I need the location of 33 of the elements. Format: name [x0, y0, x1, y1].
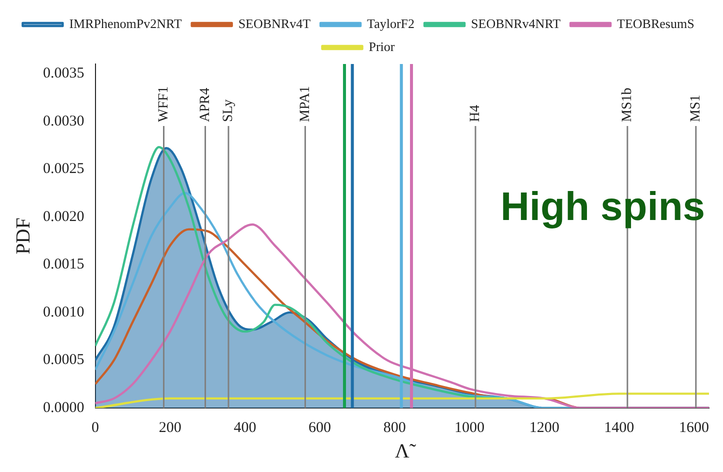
y-tick-label: 0.0025 [43, 161, 84, 178]
x-tick-label: 200 [158, 420, 182, 436]
ref-line-label: MS1 [688, 94, 704, 122]
x-tick-label: 1600 [679, 420, 710, 436]
legend-label: SEOBNRv4NRT [471, 16, 561, 31]
y-tick-label: 0.0020 [43, 208, 84, 225]
legend-label: TEOBResumS [617, 16, 694, 31]
y-tick-label: 0.0005 [43, 352, 84, 368]
x-tick-label: 1200 [529, 420, 560, 436]
y-tick-label: 0.0000 [43, 400, 84, 416]
y-axis-title: PDF [12, 218, 34, 254]
y-tick-label: 0.0010 [43, 304, 84, 320]
legend-label: IMRPhenomPv2NRT [69, 16, 182, 31]
legend-label: TaylorF2 [367, 16, 415, 31]
ref-line-label: SLy [221, 99, 236, 122]
ref-line-label: MPA1 [298, 86, 313, 122]
legend-label: SEOBNRv4T [238, 16, 311, 31]
y-tick-label: 0.0030 [43, 113, 84, 130]
x-tick-label: 800 [383, 420, 406, 436]
ref-line-label: MS1b [620, 88, 636, 122]
x-tick-label: 600 [308, 420, 332, 436]
y-tick-label: 0.0035 [43, 65, 84, 82]
y-tick-label: 0.0015 [43, 256, 84, 273]
annotation: High spins [500, 185, 705, 230]
ref-line-label: WFF1 [156, 86, 172, 122]
x-tick-label: 0 [92, 420, 99, 436]
ref-line-label: H4 [468, 104, 484, 122]
x-axis-title: Λ̃ [394, 440, 416, 462]
x-tick-label: 400 [234, 420, 256, 436]
x-tick-label: 1000 [454, 420, 484, 436]
x-tick-label: 1400 [604, 420, 634, 436]
ref-line-label: APR4 [198, 88, 213, 122]
legend-label: Prior [368, 38, 396, 54]
